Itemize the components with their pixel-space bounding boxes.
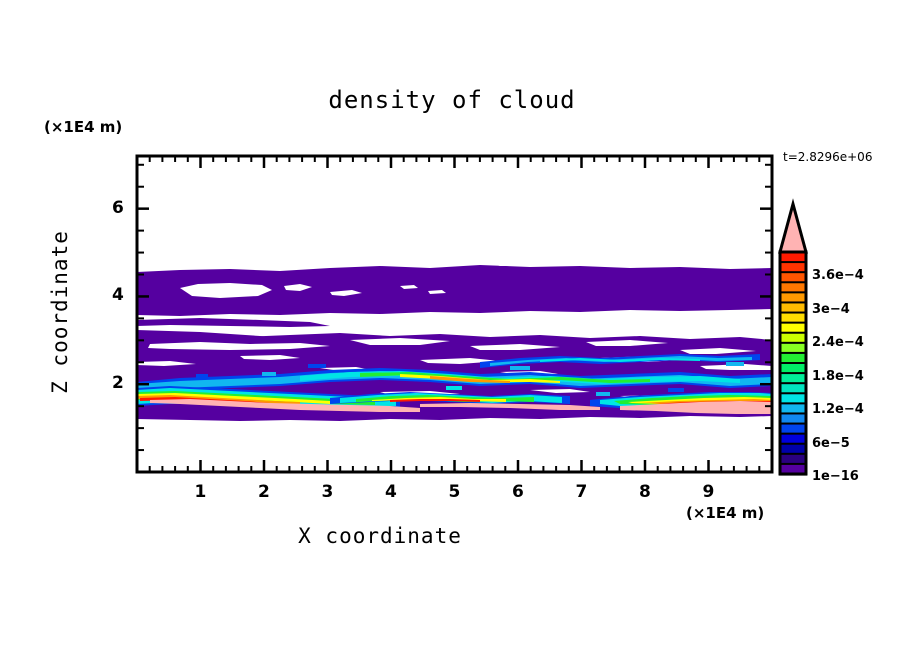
- colorbar-band: [779, 251, 807, 264]
- colorbar-band: [779, 442, 807, 456]
- filament-thin-upper: [480, 354, 760, 368]
- colorbar-band: [779, 311, 807, 325]
- colorbar-band: [779, 271, 807, 284]
- x-tick-label: 3: [321, 482, 334, 502]
- x-tick-label: 1: [194, 482, 207, 502]
- scattered-specks: [196, 362, 744, 396]
- y-tick-label: 4: [112, 285, 124, 306]
- colorbar-band: [779, 402, 807, 416]
- filament-upper-band: [137, 368, 772, 394]
- colorbar-tick-label: 6e−5: [812, 435, 850, 451]
- colorbar-band: [779, 432, 807, 446]
- colorbar-band: [779, 422, 807, 436]
- x-tick-label: 5: [448, 482, 461, 502]
- timestamp-annotation: t=2.8296e+06: [783, 150, 873, 164]
- colorbar-tick-label: 2.4e−4: [812, 335, 864, 350]
- colorbar-band: [779, 412, 807, 426]
- colorbar-band: [779, 382, 807, 395]
- colorbar-band: [779, 362, 807, 375]
- x-axis-unit-label: (×1E4 m): [686, 504, 765, 522]
- colorbar-band: [779, 321, 807, 335]
- x-tick-label: 9: [702, 482, 715, 502]
- lower-turbulent-layer: [137, 330, 772, 421]
- axis-ticks: [137, 156, 772, 472]
- filament-right-core: [590, 392, 772, 414]
- colorbar-tick-label: 1.2e−4: [812, 402, 864, 417]
- colorbar-tick-label: 3.6e−4: [812, 268, 864, 283]
- colorbar-band: [779, 331, 807, 345]
- x-tick-label: 8: [639, 482, 651, 502]
- filament-mid-wiggle: [330, 392, 600, 410]
- x-tick-label: 4: [385, 482, 397, 502]
- x-tick-label: 6: [512, 482, 524, 502]
- y-tick-label: 2: [112, 373, 124, 394]
- colorbar-band: [779, 261, 807, 274]
- x-tick-label: 7: [575, 482, 588, 502]
- colorbar-band: [779, 452, 807, 466]
- upper-diffuse-layer: [137, 261, 772, 327]
- colorbar-band: [779, 291, 807, 305]
- colorbar-band: [779, 351, 807, 365]
- y-tick-label: 6: [112, 197, 124, 218]
- colorbar-band: [779, 372, 807, 385]
- colorbar-tick-label: 1.8e−4: [812, 368, 864, 384]
- y-axis-unit-label: (×1E4 m): [44, 118, 123, 136]
- colorbar-tick-label: 3e−4: [812, 301, 850, 317]
- colorbar-band: [779, 341, 807, 355]
- x-axis-title: X coordinate: [298, 524, 462, 548]
- colorbar-band: [779, 392, 807, 405]
- colorbar-tick-label: 1e−16: [812, 469, 859, 484]
- colorbar: [778, 198, 808, 476]
- colorbar-band: [779, 281, 807, 294]
- colorbar-band: [779, 301, 807, 315]
- page-title: density of cloud: [328, 86, 576, 114]
- x-tick-label: 2: [258, 482, 270, 502]
- contour-field: [137, 156, 772, 472]
- colorbar-over-cap: [778, 198, 808, 254]
